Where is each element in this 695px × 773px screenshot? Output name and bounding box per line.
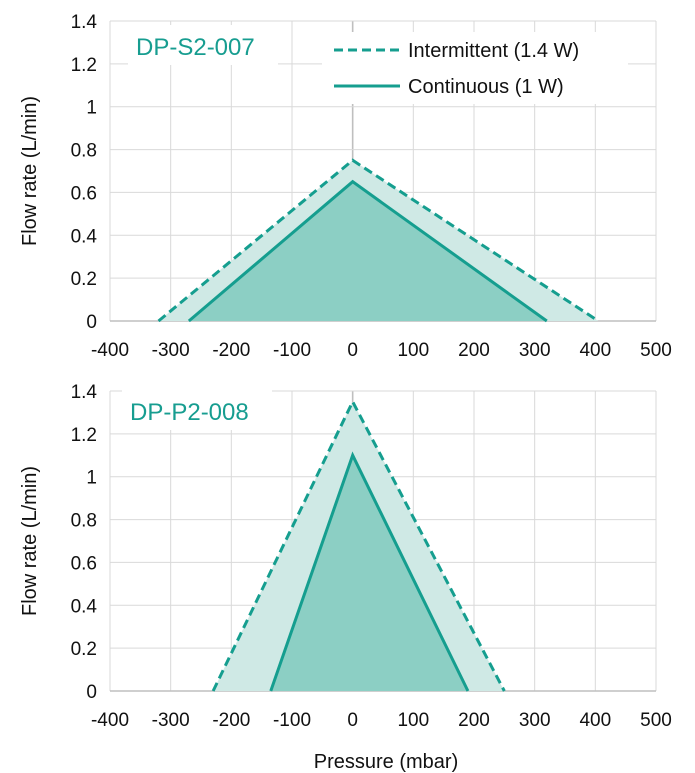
x-tick-label: 300 — [519, 710, 551, 731]
x-tick-label: -200 — [212, 340, 250, 361]
legend: Intermittent (1.4 W) Continuous (1 W) — [322, 32, 628, 104]
x-tick-label: 400 — [579, 340, 611, 361]
x-tick-label: -300 — [152, 710, 190, 731]
y-tick-label: 0.8 — [71, 141, 97, 162]
x-tick-label: -400 — [91, 710, 129, 731]
legend-label: Intermittent (1.4 W) — [408, 40, 579, 62]
x-tick-label: 200 — [458, 340, 490, 361]
legend-box — [322, 32, 628, 104]
y-tick-label: 1 — [86, 98, 97, 119]
x-tick-label: 500 — [640, 340, 672, 361]
x-tick-label: 100 — [397, 340, 429, 361]
series-line-intermittent — [211, 398, 506, 692]
y-axis-title: Flow rate (L/min) — [19, 96, 41, 246]
y-tick-label: 0.6 — [71, 183, 97, 204]
y-tick-label: 1.2 — [71, 425, 97, 446]
series-area-continuous — [188, 181, 547, 321]
x-tick-label: 200 — [458, 710, 490, 731]
y-tick-label: 1.4 — [71, 12, 98, 33]
x-tick-label: 100 — [397, 710, 429, 731]
x-tick-label: -400 — [91, 340, 129, 361]
panel-label-box — [122, 390, 272, 430]
series-line-continuous — [187, 179, 548, 323]
chart-panel-1: -400 -300 -200 -100 0 100 200 300 400 500 0 0.2 0.4 0… — [19, 12, 672, 361]
x-tick-label: -200 — [212, 710, 250, 731]
x-tick-label: 0 — [347, 710, 358, 731]
x-tick-label: -100 — [273, 710, 311, 731]
x-tick-label: 0 — [347, 340, 358, 361]
y-tick-label: 0.8 — [71, 511, 97, 532]
series-area-continuous — [270, 455, 468, 691]
y-tick-label: 0.2 — [71, 269, 97, 290]
legend-label: Continuous (1 W) — [408, 76, 564, 98]
y-tick-label: 0 — [86, 682, 97, 703]
y-tick-label: 0.2 — [71, 639, 97, 660]
y-tick-label: 0 — [86, 312, 97, 333]
x-tick-label: -300 — [152, 340, 190, 361]
panel-label-box — [128, 25, 278, 65]
y-axis-title: Flow rate (L/min) — [19, 466, 41, 616]
panel-label: DP-P2-008 — [130, 399, 249, 426]
x-tick-label: 400 — [579, 710, 611, 731]
y-tick-label: 0.4 — [71, 226, 98, 247]
x-tick-label: -100 — [273, 340, 311, 361]
series-line-continuous — [269, 451, 470, 692]
y-tick-label: 1.2 — [71, 55, 97, 76]
panel-label: DP-S2-007 — [136, 34, 255, 61]
y-tick-label: 0.6 — [71, 553, 97, 574]
chart-panel-2: -400 -300 -200 -100 0 100 200 300 400 500 0 0.2 0.4 0… — [19, 382, 672, 773]
y-tick-label: 1 — [86, 468, 97, 489]
series-line-intermittent — [157, 158, 600, 323]
y-tick-label: 0.4 — [71, 596, 98, 617]
x-tick-label: 300 — [519, 340, 551, 361]
x-tick-label: 500 — [640, 710, 672, 731]
y-tick-label: 1.4 — [71, 382, 98, 403]
x-axis-title: Pressure (mbar) — [314, 751, 458, 773]
